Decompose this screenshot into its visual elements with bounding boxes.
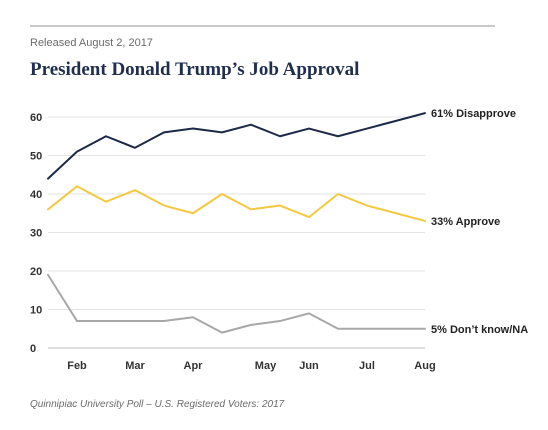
x-tick-label-mar: Mar — [125, 360, 145, 372]
source-note: Quinnipiac University Poll – U.S. Regist… — [30, 399, 285, 410]
y-tick-label-0: 0 — [30, 343, 36, 355]
y-tick-label-40: 40 — [30, 189, 42, 201]
series-end-label-don-t-know-na: 5% Don’t know/NA — [431, 324, 528, 336]
y-tick-label-30: 30 — [30, 228, 42, 240]
x-tick-label-feb: Feb — [67, 360, 87, 372]
x-tick-label-apr: Apr — [184, 360, 204, 372]
series-line-disapprove — [47, 112, 426, 180]
release-date: Released August 2, 2017 — [30, 37, 153, 49]
series-line-don-t-know-na — [47, 273, 426, 334]
x-tick-label-jul: Jul — [359, 360, 375, 372]
series-end-label-approve: 33% Approve — [431, 216, 500, 228]
top-divider — [30, 25, 495, 27]
series-line-approve — [47, 185, 426, 222]
y-tick-label-60: 60 — [30, 112, 42, 124]
x-tick-label-aug: Aug — [414, 360, 435, 372]
y-tick-label-50: 50 — [30, 151, 42, 163]
series-end-label-disapprove: 61% Disapprove — [431, 108, 516, 120]
x-tick-label-jun: Jun — [299, 360, 319, 372]
y-tick-label-20: 20 — [30, 266, 42, 278]
x-tick-label-may: May — [255, 360, 277, 372]
y-tick-label-10: 10 — [30, 305, 42, 317]
chart-title: President Donald Trump’s Job Approval — [30, 59, 360, 80]
